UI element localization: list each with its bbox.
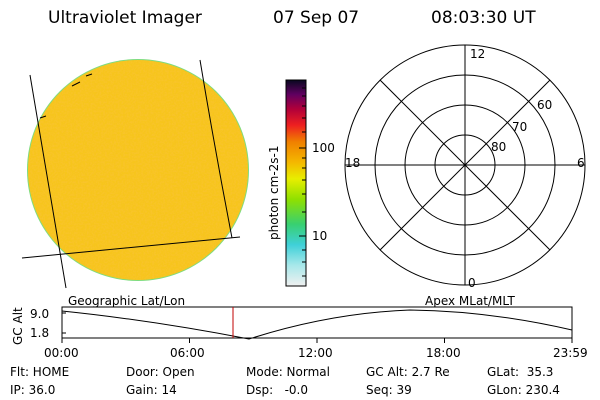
colorbar-label: photon cm-2s-1	[267, 145, 281, 241]
info-ip: IP: 36.0	[10, 383, 56, 397]
info-flt: Flt: HOME	[10, 365, 70, 379]
orbit-xtick-0600: 06:00	[170, 346, 205, 360]
instrument-title: Ultraviolet Imager	[48, 8, 202, 28]
info-seq: Seq: 39	[366, 383, 412, 397]
polar-mlt-plot	[344, 44, 586, 286]
info-gcalt: GC Alt: 2.7 Re	[366, 365, 450, 379]
info-dsp: Dsp: -0.0	[246, 383, 309, 397]
observation-date: 07 Sep 07	[273, 8, 360, 28]
info-glon: GLon: 230.4	[487, 383, 560, 397]
uv-image-disk	[27, 59, 249, 281]
orbit-ylabel: GC Alt	[11, 307, 25, 345]
geographic-caption: Geographic Lat/Lon	[68, 294, 186, 308]
orbit-xtick-2359: 23:59	[553, 346, 588, 360]
mlat-label-80: 80	[491, 140, 507, 154]
orbit-altitude-panel	[61, 306, 573, 343]
orbit-xtick-1800: 18:00	[426, 346, 461, 360]
mlt-label-0: 0	[468, 276, 476, 290]
mlt-label-6: 6	[577, 156, 585, 170]
info-mode: Mode: Normal	[246, 365, 330, 379]
color-scale-bar	[285, 79, 307, 287]
apex-caption: Apex MLat/MLT	[425, 294, 515, 308]
mlt-label-12: 12	[470, 47, 486, 61]
observation-time: 08:03:30 UT	[431, 8, 536, 28]
orbit-xtick-1200: 12:00	[298, 346, 333, 360]
colorbar-tick-100: 100	[312, 141, 335, 155]
mlat-label-60: 60	[537, 98, 553, 112]
geographic-grid	[21, 59, 241, 289]
info-gain: Gain: 14	[126, 383, 177, 397]
colorbar-tick-10: 10	[312, 229, 328, 243]
mlt-label-18: 18	[345, 156, 361, 170]
orbit-xtick-0000: 00:00	[44, 346, 79, 360]
info-glat: GLat: 35.3	[487, 365, 554, 379]
info-door: Door: Open	[126, 365, 195, 379]
mlat-label-70: 70	[512, 120, 528, 134]
orbit-ytick-low: 1.8	[30, 326, 50, 340]
orbit-ytick-high: 9.0	[30, 307, 50, 321]
altitude-curve	[61, 309, 573, 340]
